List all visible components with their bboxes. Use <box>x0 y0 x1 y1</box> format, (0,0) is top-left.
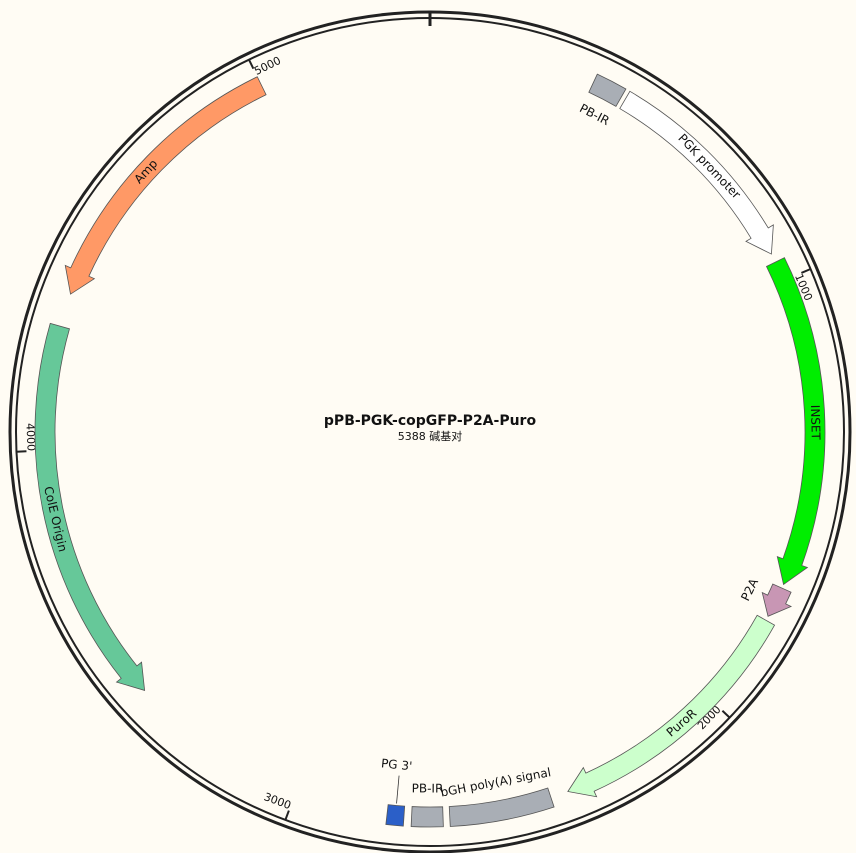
map-title: pPB-PGK-copGFP-P2A-Puro <box>324 413 537 429</box>
feature <box>448 787 555 827</box>
feature <box>588 73 627 107</box>
length-unit: 碱基对 <box>429 429 462 443</box>
feature-label: P2A <box>738 576 761 604</box>
feature <box>761 583 793 617</box>
feature-label: INSET <box>808 405 823 441</box>
leader-line <box>396 775 400 804</box>
tick-mark <box>248 59 255 70</box>
feature <box>64 76 267 295</box>
feature <box>34 322 146 691</box>
feature-label: PB-IR <box>412 781 444 795</box>
tick-mark <box>721 710 731 719</box>
feature <box>410 806 444 828</box>
map-length: 5388 碱基对 <box>398 429 463 443</box>
tick-label: 5000 <box>252 54 283 78</box>
feature-label: PB-IR <box>577 101 612 128</box>
feature <box>385 804 406 827</box>
tick-mark <box>284 810 290 821</box>
feature <box>619 90 774 255</box>
feature <box>765 257 826 586</box>
tick-label: 4000 <box>23 423 37 452</box>
tick-mark <box>800 268 811 274</box>
feature-label: PG 3' <box>380 756 413 773</box>
feature <box>567 614 776 798</box>
tick-label: 3000 <box>262 790 293 812</box>
length-value: 5388 <box>398 430 426 443</box>
